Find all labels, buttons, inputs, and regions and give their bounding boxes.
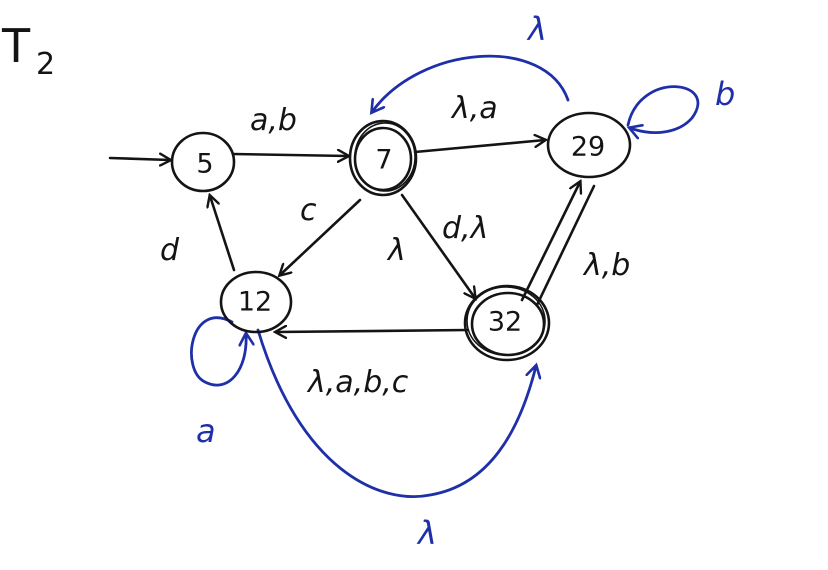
start-arrow — [108, 158, 170, 160]
label-edge-7-32: λ — [386, 233, 406, 268]
edge-5-7 — [231, 154, 348, 156]
state-32-label: 32 — [488, 307, 522, 338]
edge-32-29 — [520, 182, 580, 302]
loop-12 — [190, 316, 246, 387]
state-7[interactable]: 7 — [348, 119, 418, 197]
edge-12-32 — [256, 328, 536, 498]
state-12[interactable]: 12 — [219, 270, 293, 334]
edge-32-29-second-stroke — [535, 184, 596, 307]
edge-12-5 — [210, 196, 236, 272]
title-subscript: 2 — [36, 47, 55, 82]
state-29-label: 29 — [571, 132, 605, 163]
diagram-title: T 2 — [1, 19, 55, 82]
label-edge-29-7: λ — [526, 10, 547, 48]
label-edge-7-12: c — [300, 193, 317, 228]
label-loop-12: a — [196, 412, 216, 450]
edge-7-32 — [400, 193, 475, 298]
state-5[interactable]: 5 — [170, 131, 236, 193]
edge-32-12 — [276, 330, 470, 332]
label-edge-7-29: λ,a — [450, 91, 498, 126]
label-edge-32-29: λ,b — [582, 248, 630, 283]
loop-29 — [626, 85, 700, 133]
edge-29-7 — [372, 54, 570, 112]
label-edge-12-5: d — [160, 233, 180, 268]
state-32[interactable]: 32 — [463, 284, 551, 362]
label-edge-7-32-b: d,λ — [442, 211, 488, 246]
state-7-label: 7 — [375, 145, 392, 176]
state-29[interactable]: 29 — [546, 111, 632, 179]
label-loop-29: b — [715, 75, 735, 113]
label-edge-5-7: a,b — [250, 103, 297, 138]
state-12-label: 12 — [238, 287, 272, 318]
label-edge-12-32: λ — [416, 514, 437, 552]
label-edge-32-12: λ,a,b,c — [306, 365, 409, 400]
title-main: T — [1, 19, 31, 73]
edge-7-12 — [280, 198, 362, 275]
edge-7-29 — [413, 140, 545, 154]
state-5-label: 5 — [196, 149, 213, 180]
